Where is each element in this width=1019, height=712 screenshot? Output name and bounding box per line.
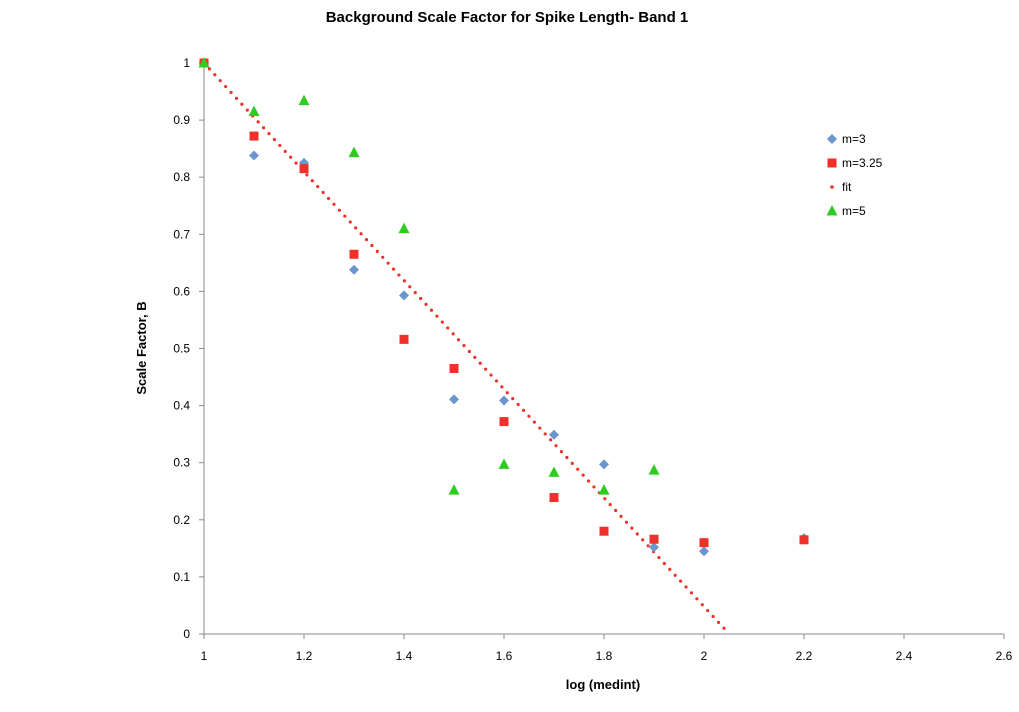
- data-point-m-3-25: [799, 535, 809, 545]
- y-tick-label: 0.5: [173, 342, 190, 356]
- x-tick-label: 1.2: [296, 649, 313, 663]
- data-point-m-5: [398, 222, 410, 234]
- x-tick-label: 2: [701, 649, 708, 663]
- y-tick-label: 0.6: [173, 284, 190, 298]
- chart-title: Background Scale Factor for Spike Length…: [326, 9, 689, 26]
- y-axis-title: Scale Factor, B: [134, 301, 149, 394]
- data-point-m-3: [399, 290, 409, 301]
- legend-marker-fit: [830, 185, 834, 189]
- data-point-m-5: [448, 484, 460, 495]
- data-point-m-3: [499, 395, 509, 406]
- x-axis-title: log (medint): [566, 677, 640, 692]
- data-point-m-3-25: [549, 493, 559, 503]
- y-tick-label: 0.1: [173, 570, 190, 584]
- x-tick-label: 2.2: [796, 649, 813, 663]
- y-tick-label: 0.8: [173, 170, 190, 184]
- data-point-m-5: [498, 458, 510, 469]
- data-point-m-3-25: [299, 164, 309, 174]
- data-point-m-5: [548, 466, 560, 477]
- fit-line: [202, 61, 726, 630]
- data-point-m-3-25: [399, 334, 409, 344]
- data-points-layer: [198, 57, 809, 557]
- legend-label: m=3.25: [842, 156, 883, 170]
- y-tick-label: 0: [183, 627, 190, 641]
- x-tick-label: 1: [201, 649, 208, 663]
- y-tick-label: 0.9: [173, 113, 190, 127]
- legend-label: fit: [842, 180, 852, 194]
- data-point-m-3-25: [249, 131, 259, 141]
- data-point-m-5: [648, 464, 660, 475]
- legend-marker-m-3: [827, 134, 837, 144]
- data-point-m-3: [649, 542, 659, 553]
- data-point-m-3: [549, 429, 559, 440]
- x-tick-label: 1.8: [596, 649, 613, 663]
- legend-marker-m-5: [826, 205, 838, 216]
- data-point-m-5: [348, 146, 360, 158]
- data-point-m-5: [298, 94, 310, 106]
- chart-legend: m=3 m=3.25 fit m=5: [826, 132, 883, 218]
- data-point-m-3: [349, 264, 359, 275]
- x-tick-label: 2.4: [896, 649, 913, 663]
- data-point-m-3-25: [699, 538, 709, 548]
- x-tick-label: 1.6: [496, 649, 513, 663]
- data-point-m-3: [699, 546, 709, 557]
- x-axis-ticks: 1 1.2 1.4 1.6 1.8 2 2.2 2.4 2.6: [201, 634, 1013, 663]
- data-point-m-3: [599, 459, 609, 470]
- data-point-m-3: [449, 394, 459, 405]
- x-tick-label: 1.4: [396, 649, 413, 663]
- data-point-m-3-25: [449, 363, 459, 373]
- data-point-m-5: [598, 484, 610, 495]
- y-tick-label: 0.7: [173, 227, 190, 241]
- data-point-m-3: [249, 150, 259, 161]
- fit-line-layer: [202, 61, 726, 630]
- legend-label: m=5: [842, 204, 866, 218]
- data-point-m-3-25: [349, 249, 359, 259]
- y-tick-label: 1: [183, 56, 190, 70]
- legend-marker-m-3-25: [827, 158, 837, 168]
- x-tick-label: 2.6: [996, 649, 1013, 663]
- y-axis-ticks: 0 0.1 0.2 0.3 0.4 0.5 0.6 0.7 0.8 0.9 1: [173, 56, 204, 641]
- y-tick-label: 0.2: [173, 513, 190, 527]
- data-point-m-3-25: [499, 417, 509, 427]
- data-point-m-3-25: [649, 534, 659, 544]
- data-point-m-5: [248, 105, 260, 117]
- y-tick-label: 0.4: [173, 399, 190, 413]
- data-point-m-5: [198, 57, 210, 68]
- data-point-m-3-25: [599, 526, 609, 536]
- y-tick-label: 0.3: [173, 456, 190, 470]
- legend-label: m=3: [842, 132, 866, 146]
